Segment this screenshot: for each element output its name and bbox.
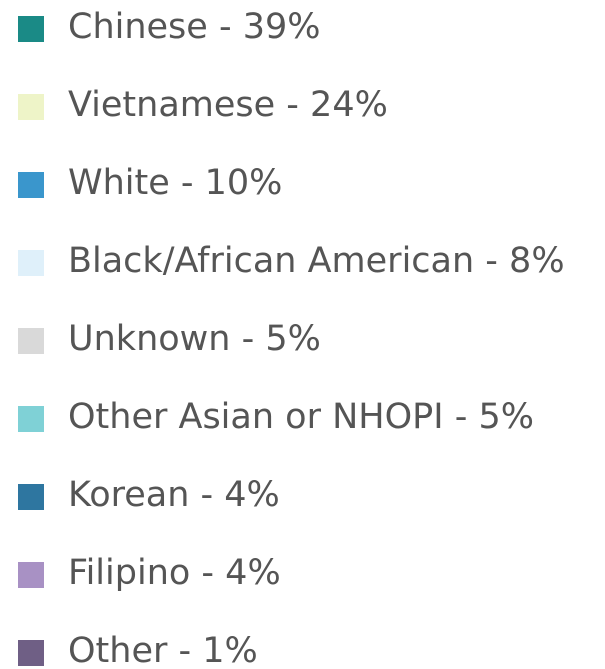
legend-swatch bbox=[18, 328, 44, 354]
legend-swatch bbox=[18, 94, 44, 120]
legend-swatch bbox=[18, 640, 44, 666]
legend-label: Filipino - 4% bbox=[68, 553, 281, 593]
legend-label: Black/African American - 8% bbox=[68, 241, 565, 281]
legend-label: Korean - 4% bbox=[68, 475, 280, 515]
legend-label: White - 10% bbox=[68, 163, 282, 203]
legend-label: Other Asian or NHOPI - 5% bbox=[68, 397, 534, 437]
legend-swatch bbox=[18, 562, 44, 588]
legend-swatch bbox=[18, 406, 44, 432]
legend-swatch bbox=[18, 16, 44, 42]
legend-swatch bbox=[18, 172, 44, 198]
legend-label: Vietnamese - 24% bbox=[68, 85, 388, 125]
legend-label: Other - 1% bbox=[68, 631, 258, 669]
legend-swatch bbox=[18, 484, 44, 510]
legend-swatch bbox=[18, 250, 44, 276]
legend-label: Unknown - 5% bbox=[68, 319, 321, 359]
legend-label: Chinese - 39% bbox=[68, 7, 321, 47]
